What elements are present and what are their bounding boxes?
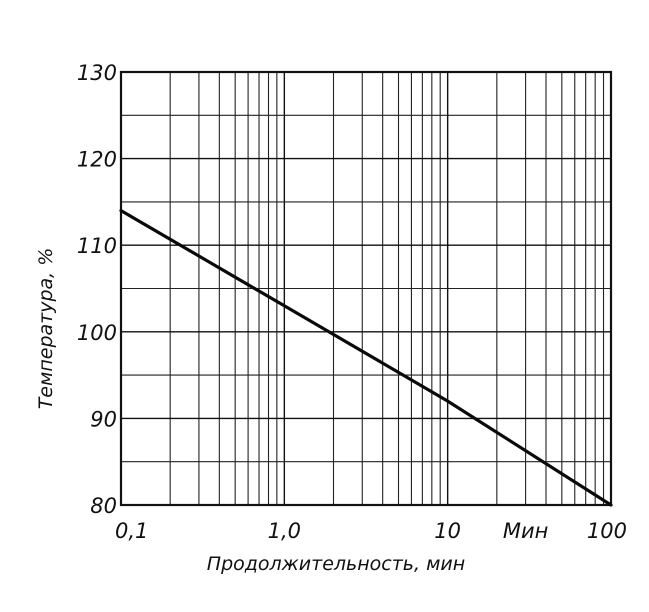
x-tick-label: 1,0: [268, 519, 301, 543]
y-tick-labels: 80 90 100 110 120 130: [77, 61, 117, 518]
y-tick-label: 100: [77, 321, 117, 345]
series-line: [119, 209, 613, 507]
y-tick-label: 90: [90, 407, 117, 431]
y-tick-label: 130: [77, 61, 117, 85]
y-axis-title: Температура, %: [35, 248, 57, 410]
x-tick-labels: 0,1 1,0 10 100: [115, 519, 627, 543]
plot-frame: [119, 70, 613, 507]
y-tick-label: 120: [77, 148, 117, 172]
x-axis-title: Продолжительность, мин: [207, 553, 465, 575]
x-unit-label: Мин: [503, 519, 549, 543]
y-tick-label: 80: [90, 494, 117, 518]
y-tick-label: 110: [77, 234, 117, 258]
grid: [120, 71, 611, 506]
x-tick-label: 100: [587, 519, 627, 543]
x-tick-label: 0,1: [115, 519, 148, 543]
x-tick-label: 10: [434, 519, 461, 543]
